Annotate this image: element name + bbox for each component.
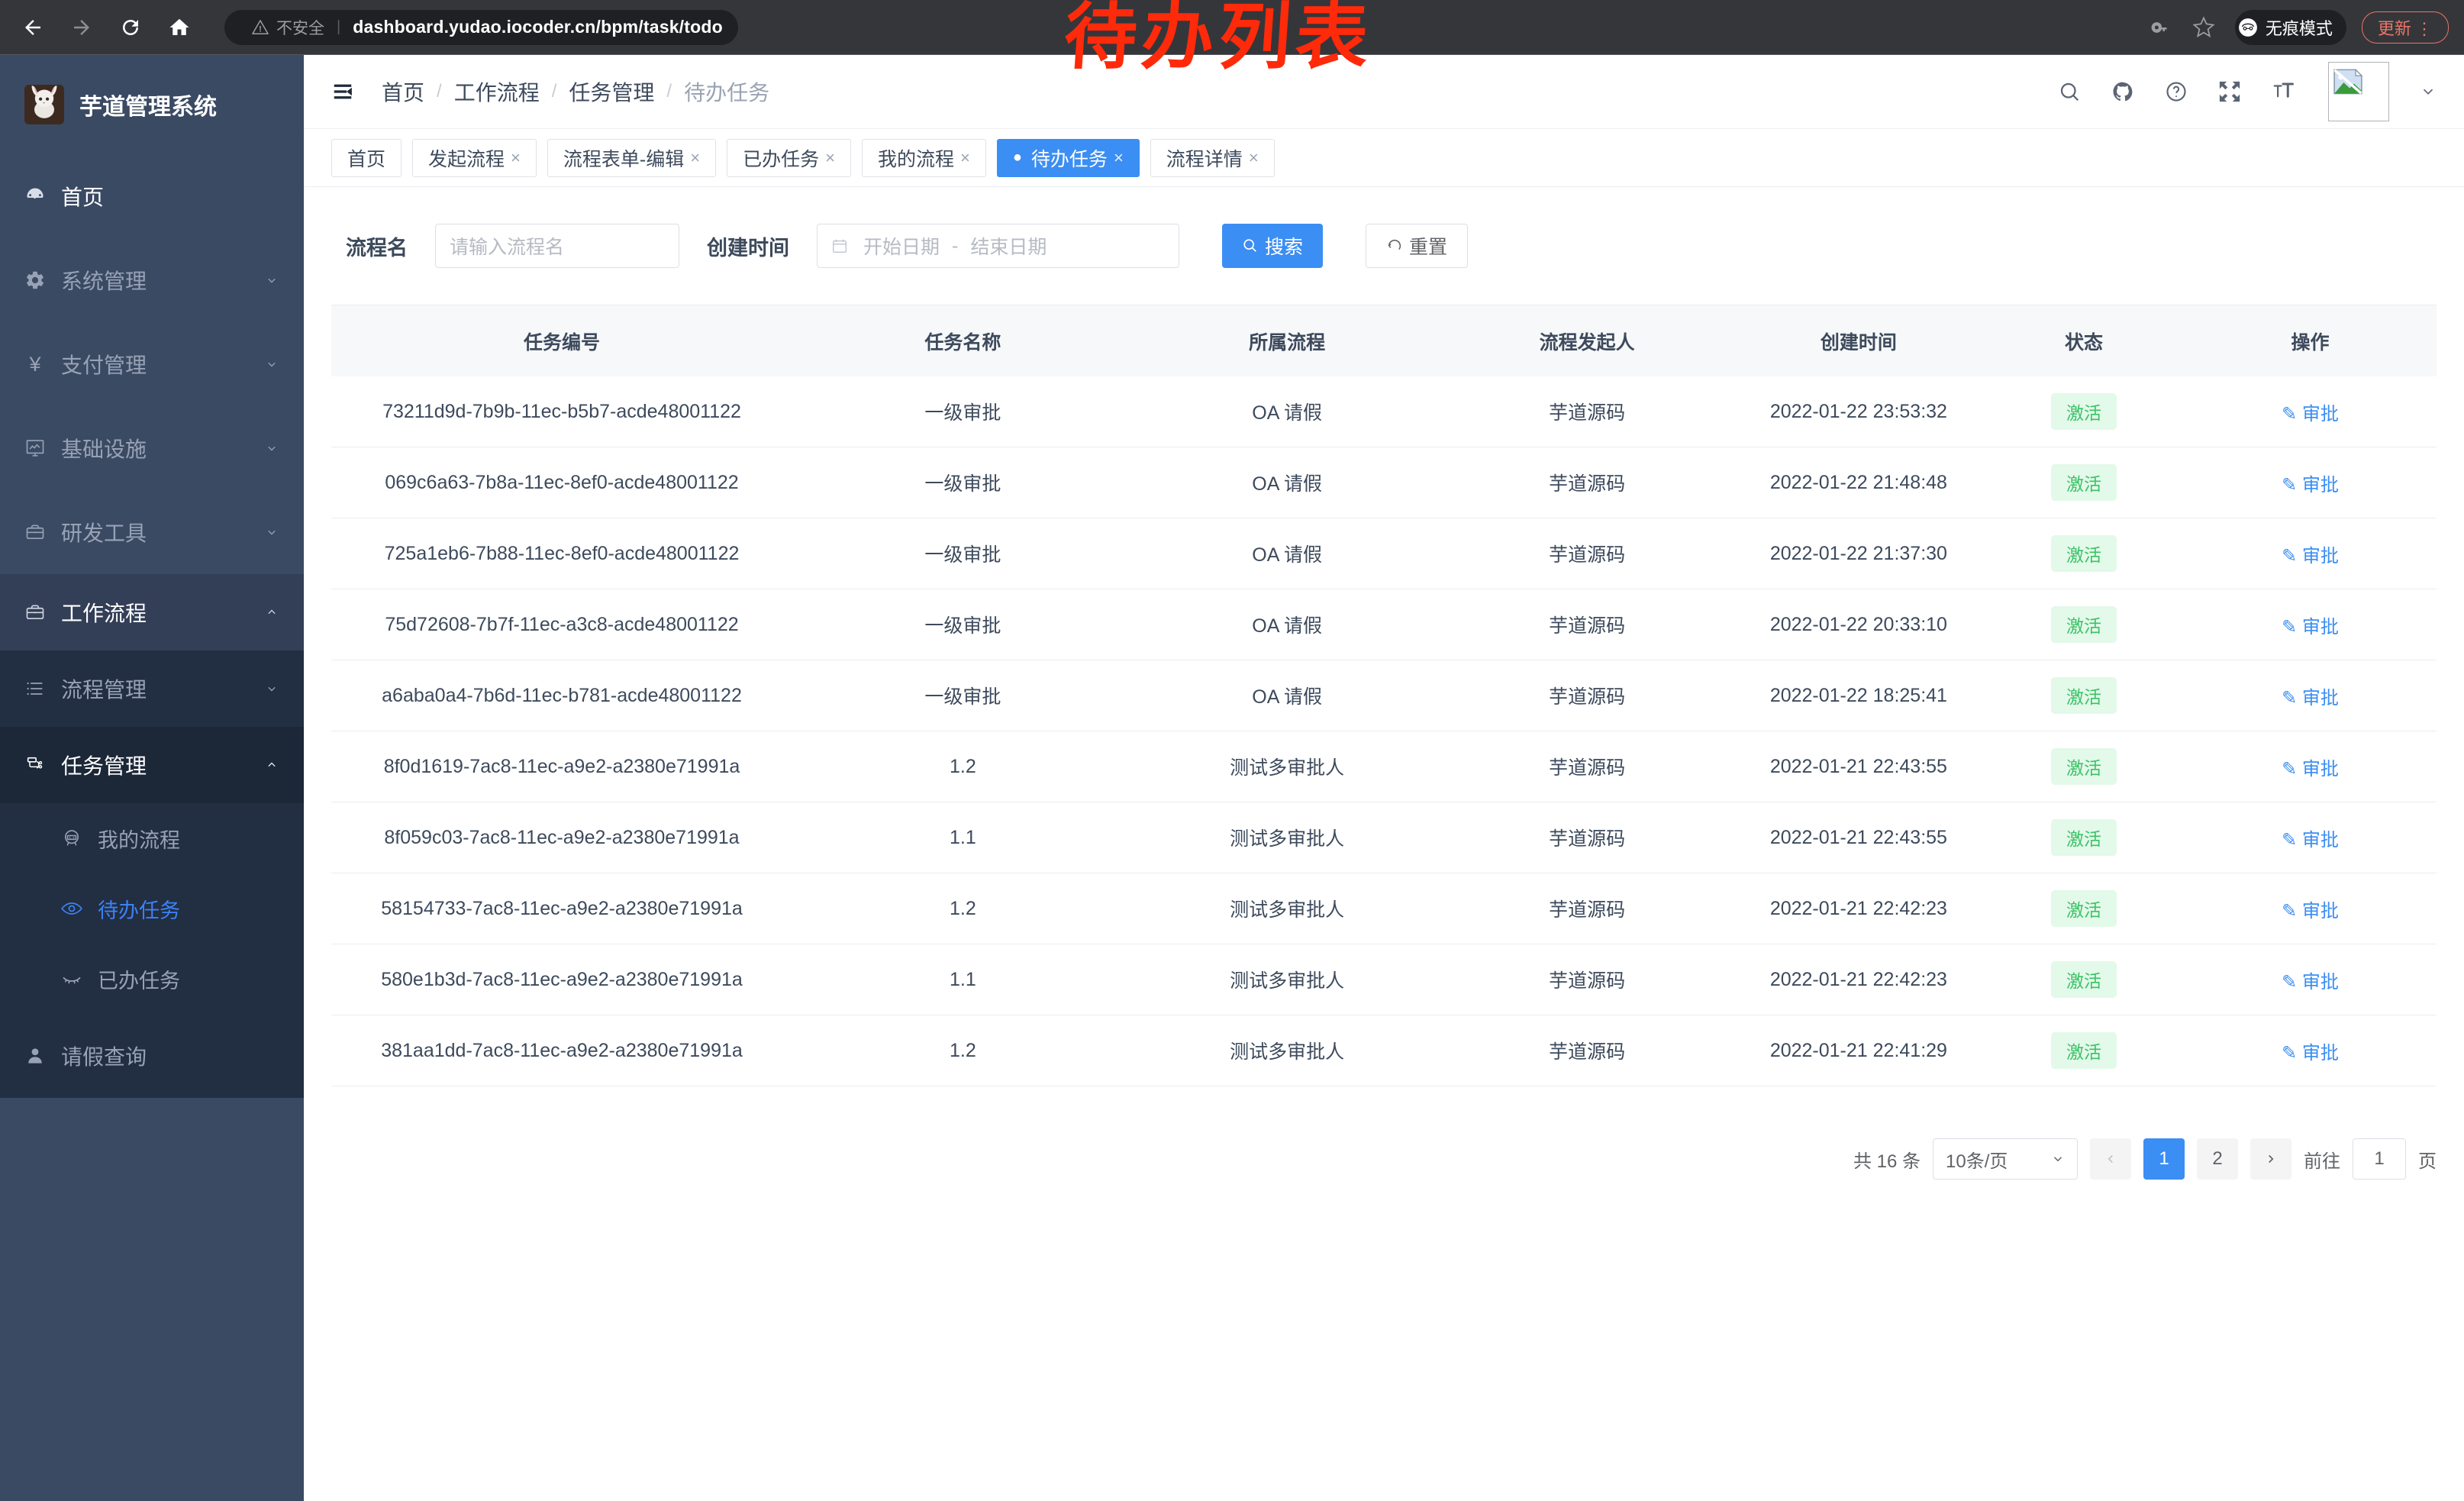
svg-text:!: ! xyxy=(259,24,262,34)
